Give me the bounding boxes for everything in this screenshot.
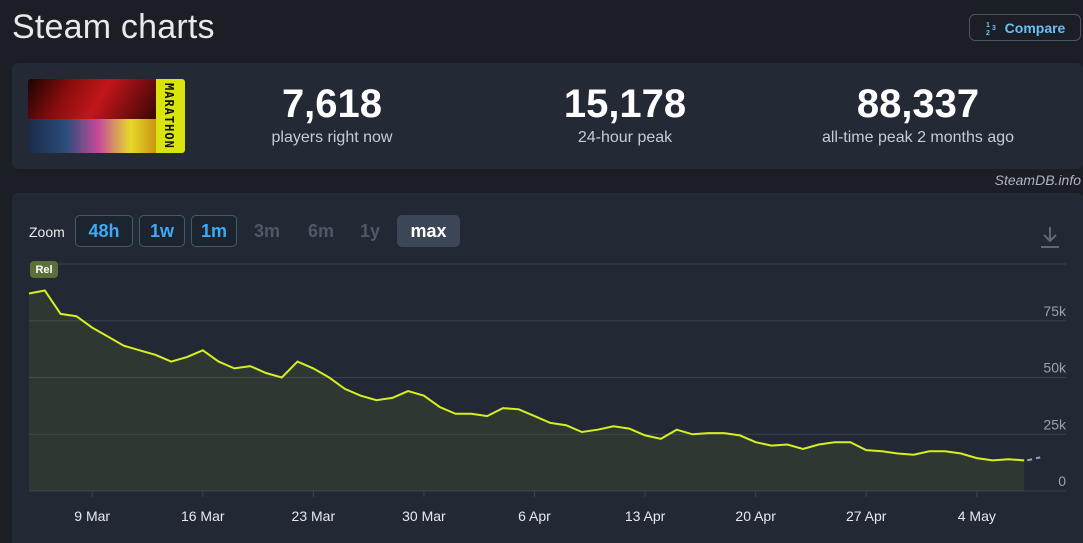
thumbnail-art-top [28,79,156,119]
chart-panel [12,193,1083,543]
stat-value: 7,618 [281,82,383,126]
download-icon[interactable] [1038,224,1062,250]
stat-current-players: 7,618 players right now [202,81,462,147]
x-tick-label: 16 Mar [181,508,225,524]
fraction-icon: 1 3 2 [985,20,999,36]
y-tick-label: 25k [1043,416,1067,432]
game-logo-text: MARATHON [162,83,176,149]
zoom-max-button[interactable]: max [397,215,460,247]
svg-text:1: 1 [986,22,990,29]
zoom-3m-button[interactable]: 3m [253,220,280,241]
zoom-1y-button[interactable]: 1y [359,220,381,241]
thumbnail-art-bottom [28,119,156,153]
x-axis: 9 Mar 16 Mar 23 Mar 30 Mar 6 Apr 13 Apr 20 Apr… [74,491,996,524]
stat-label: players right now [271,129,393,146]
release-marker-badge [30,261,58,278]
stat-24h-peak: 15,178 24-hour peak [495,81,755,147]
x-tick-label: 20 Apr [735,508,776,524]
x-tick-label: 30 Mar [402,508,446,524]
x-tick-label: 27 Apr [846,508,887,524]
zoom-label: Zoom [29,224,65,240]
compare-button[interactable]: 1 3 2 Compare [969,14,1081,41]
stat-value: 15,178 [563,82,687,126]
x-tick-label: 9 Mar [74,508,110,524]
game-thumbnail[interactable]: MARATHON [28,79,185,153]
thumbnail-logo-strip: MARATHON [156,79,185,153]
stat-value: 88,337 [856,82,980,126]
stat-all-time-peak: 88,337 all-time peak 2 months ago [788,81,1048,147]
x-tick-label: 6 Apr [518,508,551,524]
zoom-1m-button[interactable]: 1m [191,215,237,247]
chart-gridlines [29,263,1066,492]
series-line [28,289,1025,462]
x-tick-label: 13 Apr [625,508,666,524]
release-marker: Rel [30,261,58,278]
zoom-1w-button[interactable]: 1w [139,215,185,247]
stats-panel: MARATHON 7,618 players right now 15,178 … [12,63,1083,169]
page-title: Steam charts [12,8,215,46]
stat-label: all-time peak 2 months ago [821,129,1015,146]
release-marker-label: Rel [35,264,52,276]
svg-text:2: 2 [986,30,990,36]
y-tick-label: 50k [1043,360,1067,376]
y-tick-label: 75k [1043,303,1067,319]
y-tick-label: 0 [1058,473,1066,489]
zoom-6m-button[interactable]: 6m [307,220,334,241]
compare-label: Compare [1004,19,1066,36]
svg-text:3: 3 [992,25,996,32]
y-axis: 0 25k 50k 75k [1043,303,1067,489]
stat-label: 24-hour peak [577,129,673,146]
zoom-48h-button[interactable]: 48h [75,215,133,247]
x-tick-label: 4 May [958,508,996,524]
projection-dash [1026,456,1041,462]
x-tick-label: 23 Mar [292,508,336,524]
steamdb-credit[interactable]: SteamDB.info [994,172,1081,188]
series-area-fill [29,290,1025,491]
